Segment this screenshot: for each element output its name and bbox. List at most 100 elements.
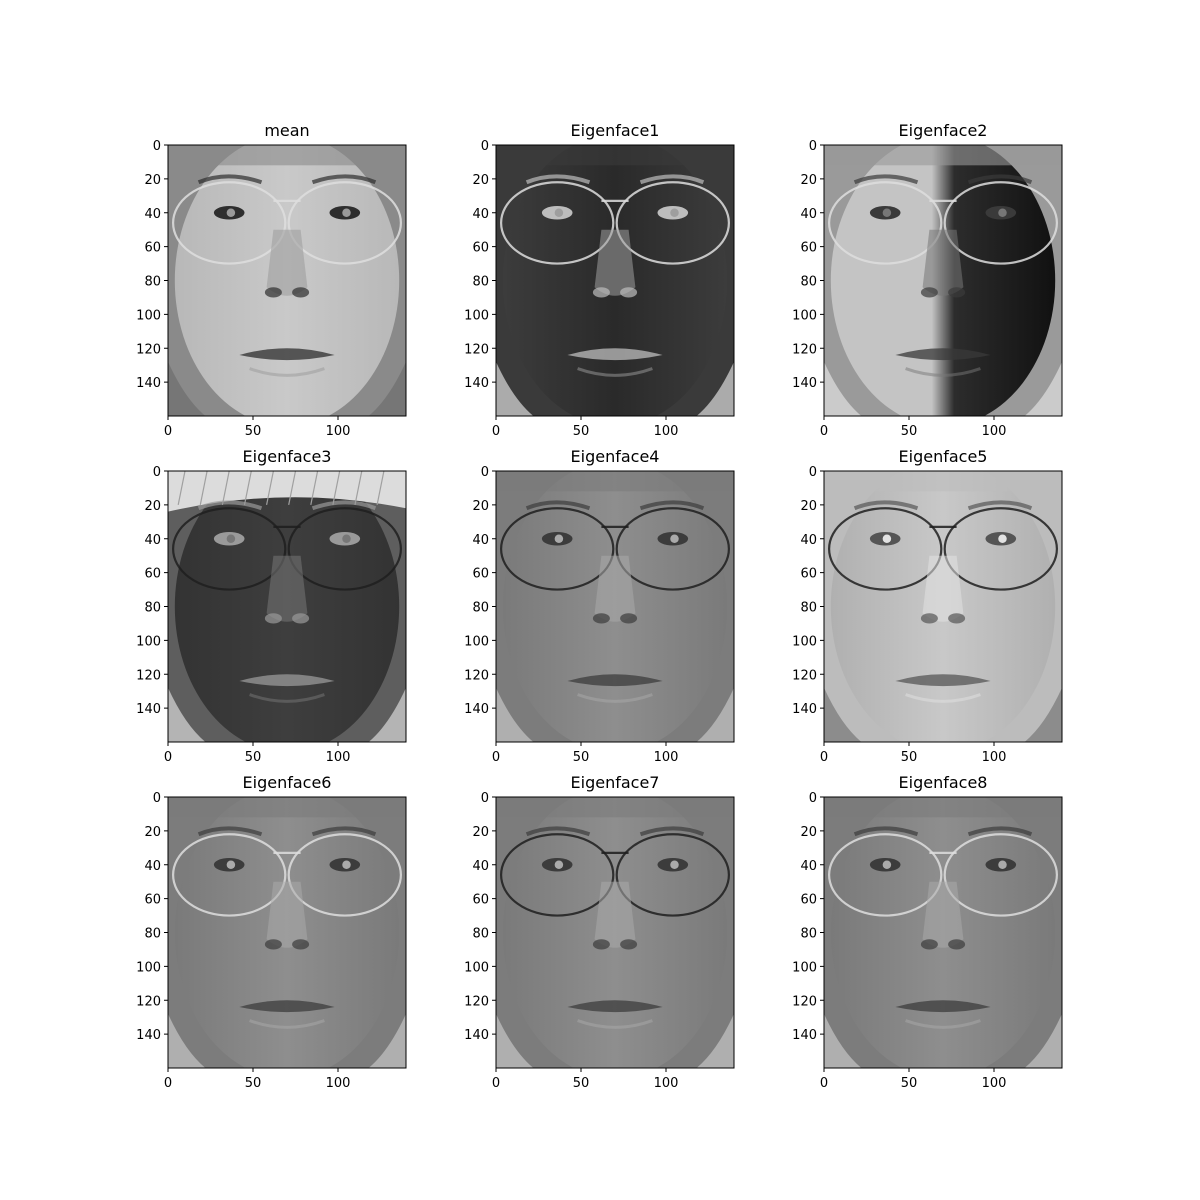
x-tick-label: 0 xyxy=(492,750,500,765)
panel-title: Eigenface2 xyxy=(899,121,988,140)
y-tick-label: 40 xyxy=(800,533,817,548)
x-tick-label: 100 xyxy=(326,1076,351,1091)
y-tick-label: 40 xyxy=(144,207,161,222)
y-tick-label: 120 xyxy=(136,668,161,683)
y-tick-label: 0 xyxy=(809,139,817,154)
y-tick-label: 120 xyxy=(464,668,489,683)
y-tick-label: 60 xyxy=(144,241,161,256)
y-tick-label: 100 xyxy=(136,960,161,975)
x-tick-label: 100 xyxy=(654,1076,679,1091)
x-tick-label: 0 xyxy=(820,750,828,765)
y-tick-label: 40 xyxy=(800,207,817,222)
y-tick-label: 0 xyxy=(153,139,161,154)
y-tick-label: 60 xyxy=(144,893,161,908)
y-tick-label: 80 xyxy=(800,275,817,290)
y-tick-label: 120 xyxy=(136,994,161,1009)
x-tick-label: 0 xyxy=(492,424,500,439)
y-tick-label: 20 xyxy=(144,499,161,514)
y-tick-label: 80 xyxy=(800,601,817,616)
x-tick-label: 100 xyxy=(982,424,1007,439)
y-tick-label: 100 xyxy=(136,634,161,649)
x-tick-label: 100 xyxy=(982,1076,1007,1091)
y-tick-label: 40 xyxy=(144,859,161,874)
y-tick-label: 20 xyxy=(144,173,161,188)
x-tick-label: 50 xyxy=(245,424,262,439)
x-tick-label: 50 xyxy=(901,750,918,765)
panel-title: Eigenface4 xyxy=(571,447,660,466)
face-image xyxy=(168,145,406,416)
y-tick-label: 20 xyxy=(800,825,817,840)
y-tick-label: 0 xyxy=(481,139,489,154)
x-tick-label: 0 xyxy=(164,424,172,439)
x-tick-label: 0 xyxy=(492,1076,500,1091)
x-tick-label: 50 xyxy=(901,424,918,439)
eigenface-panel: Eigenface3 0 50 100 0 20 40 60 80 100 120 140 xyxy=(136,447,407,765)
y-tick-label: 20 xyxy=(800,499,817,514)
y-tick-label: 40 xyxy=(472,207,489,222)
eigenface-panel: Eigenface5 0 50 100 0 20 40 60 80 100 120 140 xyxy=(792,447,1063,765)
y-tick-label: 60 xyxy=(472,893,489,908)
y-tick-label: 120 xyxy=(792,342,817,357)
y-tick-label: 0 xyxy=(481,465,489,480)
y-tick-label: 40 xyxy=(472,533,489,548)
y-tick-label: 40 xyxy=(800,859,817,874)
x-tick-label: 50 xyxy=(245,750,262,765)
y-tick-label: 20 xyxy=(472,173,489,188)
face-image xyxy=(168,797,406,1068)
y-tick-label: 120 xyxy=(792,668,817,683)
y-tick-label: 0 xyxy=(481,791,489,806)
y-tick-label: 140 xyxy=(792,1028,817,1043)
face-image xyxy=(824,145,1062,416)
y-tick-label: 140 xyxy=(464,1028,489,1043)
x-tick-label: 100 xyxy=(326,750,351,765)
y-tick-label: 80 xyxy=(472,275,489,290)
y-tick-label: 20 xyxy=(800,173,817,188)
x-tick-label: 50 xyxy=(573,1076,590,1091)
x-tick-label: 100 xyxy=(654,750,679,765)
x-tick-label: 100 xyxy=(326,424,351,439)
y-tick-label: 140 xyxy=(136,1028,161,1043)
y-tick-label: 60 xyxy=(144,567,161,582)
face-image xyxy=(824,471,1062,742)
y-tick-label: 100 xyxy=(464,634,489,649)
panel-title: Eigenface7 xyxy=(571,773,660,792)
y-tick-label: 60 xyxy=(800,241,817,256)
y-tick-label: 40 xyxy=(144,533,161,548)
panel-title: Eigenface1 xyxy=(571,121,660,140)
eigenface-panel: Eigenface2 0 50 100 0 20 40 60 80 100 120 140 xyxy=(792,121,1063,439)
eigenface-panel: Eigenface6 0 50 100 0 20 40 60 80 100 120 140 xyxy=(136,773,407,1091)
panel-title: mean xyxy=(264,121,309,140)
y-tick-label: 100 xyxy=(136,308,161,323)
y-tick-label: 20 xyxy=(144,825,161,840)
eigenface-panel: Eigenface7 0 50 100 0 20 40 60 80 100 120 140 xyxy=(464,773,735,1091)
face-image xyxy=(168,471,406,742)
y-tick-label: 80 xyxy=(144,275,161,290)
panel-title: Eigenface6 xyxy=(243,773,332,792)
y-tick-label: 100 xyxy=(464,960,489,975)
y-tick-label: 0 xyxy=(153,465,161,480)
y-tick-label: 140 xyxy=(792,702,817,717)
x-tick-label: 50 xyxy=(901,1076,918,1091)
x-tick-label: 50 xyxy=(245,1076,262,1091)
y-tick-label: 80 xyxy=(800,927,817,942)
y-tick-label: 100 xyxy=(792,960,817,975)
y-tick-label: 80 xyxy=(472,601,489,616)
y-tick-label: 140 xyxy=(464,702,489,717)
y-tick-label: 0 xyxy=(153,791,161,806)
y-tick-label: 60 xyxy=(472,241,489,256)
x-tick-label: 0 xyxy=(820,1076,828,1091)
y-tick-label: 80 xyxy=(144,601,161,616)
y-tick-label: 120 xyxy=(464,342,489,357)
y-tick-label: 60 xyxy=(800,567,817,582)
y-tick-label: 120 xyxy=(136,342,161,357)
y-tick-label: 0 xyxy=(809,791,817,806)
eigenface-panel: Eigenface4 0 50 100 0 20 40 60 80 100 120 140 xyxy=(464,447,735,765)
y-tick-label: 80 xyxy=(144,927,161,942)
eigenface-panel: mean 0 50 100 0 20 40 60 80 100 120 140 xyxy=(136,121,407,439)
y-tick-label: 140 xyxy=(792,376,817,391)
x-tick-label: 100 xyxy=(982,750,1007,765)
y-tick-label: 80 xyxy=(472,927,489,942)
y-tick-label: 20 xyxy=(472,499,489,514)
y-tick-label: 100 xyxy=(792,634,817,649)
